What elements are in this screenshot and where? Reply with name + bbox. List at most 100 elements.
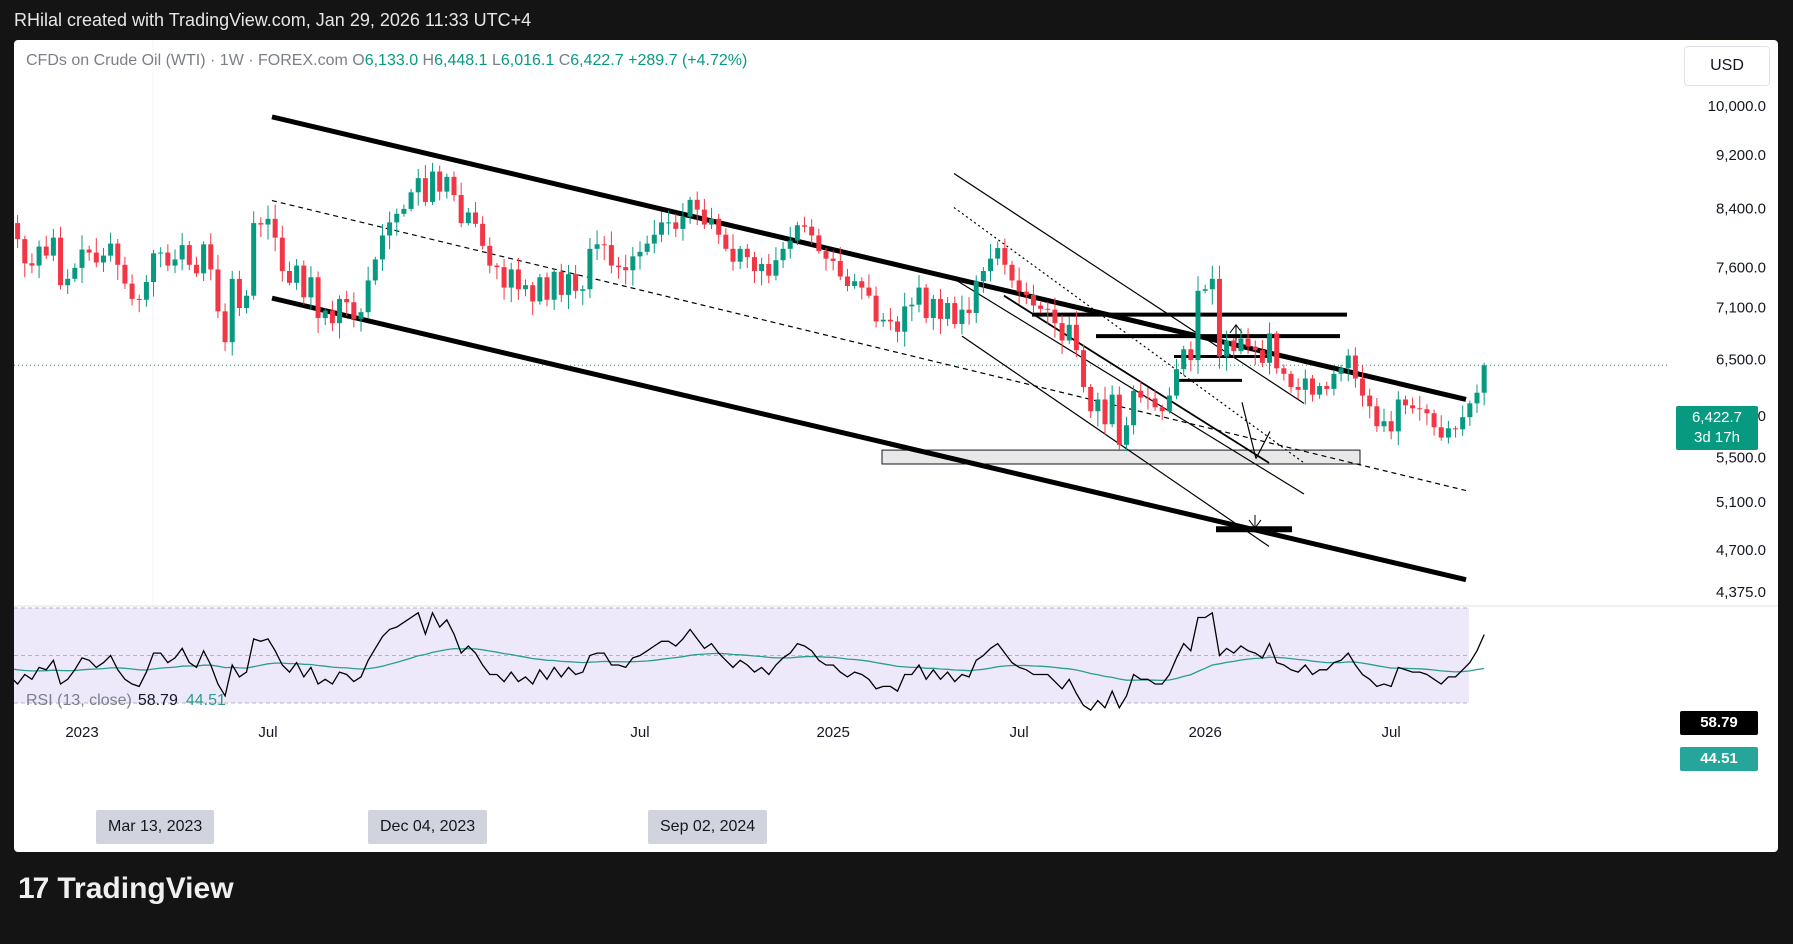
symbol-name[interactable]: CFDs on Crude Oil (WTI) · 1W · FOREX.com <box>26 52 348 69</box>
candle-body <box>501 267 507 288</box>
candle-body <box>551 271 557 300</box>
candle-body <box>937 298 943 319</box>
chart-frame[interactable]: 10,000.0 9,200.0 8,400.0 7,600.0 7,100.0 6,50… <box>14 40 1778 852</box>
rsi-ma-line <box>14 647 1485 682</box>
candle-body <box>1467 403 1473 418</box>
candle-body <box>186 245 192 265</box>
candle-body <box>1174 369 1180 396</box>
path-arrow-up <box>1255 431 1271 459</box>
candle-body <box>1052 309 1058 324</box>
candle-body <box>537 277 543 302</box>
candle-body <box>1367 395 1373 407</box>
open-label: O <box>352 52 365 69</box>
candle-body <box>358 312 364 319</box>
candle-body <box>136 298 142 300</box>
candle-body <box>1402 399 1408 406</box>
candle-body <box>179 245 185 260</box>
candle-body <box>680 216 686 229</box>
candle-body <box>966 309 972 314</box>
candle-body <box>644 243 650 252</box>
candle-body <box>530 285 536 302</box>
candle-body <box>1095 399 1101 412</box>
y-tick-label: 9,200.0 <box>1716 147 1766 164</box>
candle-body <box>100 255 106 263</box>
candle-body <box>573 274 579 291</box>
symbol-legend: CFDs on Crude Oil (WTI) · 1W · FOREX.com… <box>26 52 747 70</box>
candle-body <box>1324 386 1330 389</box>
tradingview-brand: 17 TradingView <box>18 872 234 906</box>
y-tick-label: 4,375.0 <box>1716 584 1766 601</box>
candle-body <box>1267 333 1273 363</box>
candle-body <box>1438 427 1444 438</box>
candle-body <box>565 274 571 295</box>
candle-body <box>65 278 71 286</box>
candle-body <box>587 248 593 290</box>
candle-body <box>1002 248 1008 265</box>
channel-upper-line <box>271 114 1467 402</box>
close-label: C <box>558 52 571 69</box>
candle-body <box>1081 350 1087 387</box>
candle-body <box>1188 349 1194 361</box>
candle-body <box>1302 378 1308 390</box>
candle-body <box>623 267 629 271</box>
candle-body <box>809 226 815 236</box>
candle-body <box>458 195 464 224</box>
candle-body <box>322 310 328 319</box>
candle-body <box>580 289 586 291</box>
candle-body <box>816 235 822 252</box>
candle-body <box>193 264 199 274</box>
candle-body <box>608 245 614 266</box>
candle-body <box>1166 395 1172 412</box>
candle-body <box>1202 289 1208 291</box>
candle-body <box>709 218 715 225</box>
candle-body <box>143 282 149 300</box>
candle-body <box>1195 290 1201 361</box>
candle-body <box>1453 428 1459 430</box>
candle-body <box>844 276 850 287</box>
candle-body <box>422 178 428 202</box>
candle-body <box>308 277 314 298</box>
candle-body <box>286 270 292 283</box>
inner-channel-line-3 <box>953 278 1305 495</box>
candle-body <box>294 265 300 283</box>
candle-body <box>601 244 607 246</box>
candle-body <box>229 278 235 343</box>
date-tag-dec-2023: Dec 04, 2023 <box>368 810 488 844</box>
candle-body <box>1424 409 1430 414</box>
candle-body <box>272 218 278 238</box>
candle-body <box>1309 378 1315 395</box>
candle-body <box>50 237 56 256</box>
price-chart[interactable]: 10,000.0 9,200.0 8,400.0 7,600.0 7,100.0 6,50… <box>14 40 1778 852</box>
candle-body <box>923 287 929 319</box>
channel-midline <box>271 199 1467 492</box>
candle-body <box>880 319 886 322</box>
rsi-legend-value: 58.79 <box>137 692 178 709</box>
candle-body <box>1238 338 1244 352</box>
candle-body <box>744 248 750 258</box>
candle-body <box>508 269 514 288</box>
candle-body <box>830 258 836 261</box>
candle-body <box>666 222 672 224</box>
rsi-label[interactable]: RSI (13, close) <box>26 692 132 709</box>
candle-body <box>945 303 951 319</box>
candle-body <box>1116 394 1122 445</box>
candle-body <box>72 267 78 279</box>
candle-body <box>258 223 264 225</box>
date-tag-sep-2024: Sep 02, 2024 <box>648 810 768 844</box>
y-tick-label: 7,100.0 <box>1716 299 1766 316</box>
candle-body <box>1016 280 1022 292</box>
rsi-legend-ma: 44.51 <box>185 692 226 709</box>
candle-body <box>1381 421 1387 427</box>
candle-body <box>523 285 529 290</box>
candle-body <box>487 245 493 266</box>
x-tick-label: Jul <box>630 724 649 741</box>
x-tick-label: Jul <box>1010 724 1029 741</box>
candle-body <box>151 253 157 283</box>
tradingview-logo-icon: 17 <box>18 872 49 905</box>
candle-body <box>1245 338 1251 347</box>
candle-body <box>980 270 986 282</box>
candle-body <box>1216 278 1222 357</box>
currency-button[interactable]: USD <box>1684 46 1770 86</box>
open-value: 6,133.0 <box>364 52 419 69</box>
brand-name: TradingView <box>57 872 234 905</box>
